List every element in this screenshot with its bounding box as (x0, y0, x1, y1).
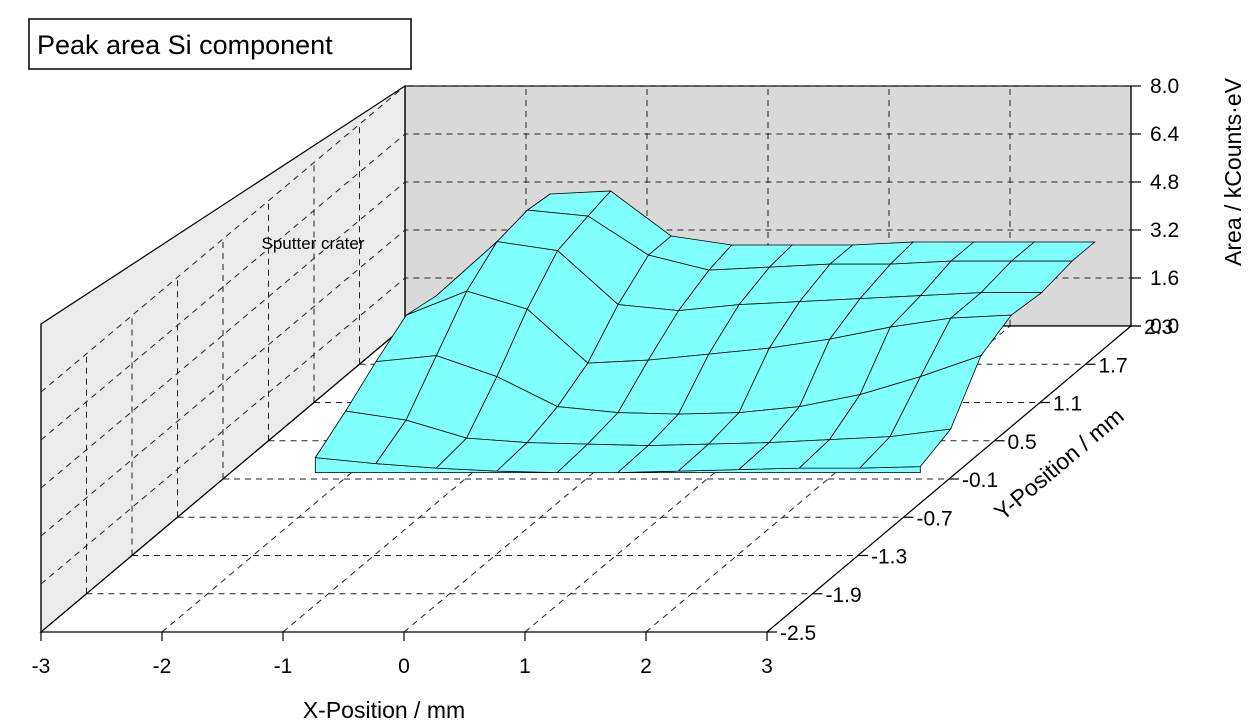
x-tick-label: 3 (761, 655, 773, 678)
y-tick-label: 1.1 (1053, 393, 1082, 416)
z-axis-title: Area / kCounts·eV (1220, 77, 1246, 266)
x-axis: -3 -2 -1 0 1 2 3 (32, 632, 773, 678)
z-tick-label: 1.6 (1150, 267, 1179, 290)
z-tick-label: 0.0 (1150, 315, 1179, 338)
z-tick-label: 6.4 (1150, 123, 1180, 146)
y-tick-label: 0.5 (1008, 431, 1037, 454)
z-tick-label: 8.0 (1150, 75, 1179, 98)
x-tick-label: -1 (274, 655, 293, 678)
x-axis-title: X-Position / mm (303, 697, 465, 723)
z-tick-label: 3.2 (1150, 219, 1179, 242)
y-tick-label: 2.3 (1144, 316, 1173, 339)
y-tick-label: 1.7 (1099, 354, 1128, 377)
x-tick-label: 0 (398, 655, 410, 678)
y-tick-label: -0.1 (962, 469, 998, 492)
z-tick-label: 4.8 (1150, 171, 1179, 194)
x-tick-label: -3 (32, 655, 51, 678)
annotation-label: Sputter crater (262, 234, 365, 253)
y-tick-label: -1.9 (826, 584, 862, 607)
y-tick-label: -1.3 (871, 546, 907, 569)
surface (314, 190, 1096, 474)
y-tick-label: -2.5 (780, 622, 816, 645)
chart-title: Peak area Si component (37, 30, 333, 60)
chart-title-box: Peak area Si component (28, 18, 412, 70)
z-axis: 0.0 1.6 3.2 4.8 6.4 8.0 (1131, 75, 1180, 338)
y-axis: -2.5 -1.9 -1.3 -0.7 -0.1 0.5 1.1 1.7 2.3 (767, 316, 1173, 645)
surface-facet (858, 428, 952, 469)
y-tick-label: -0.7 (917, 507, 953, 530)
x-tick-label: 1 (519, 655, 531, 678)
x-tick-label: -2 (153, 655, 172, 678)
x-tick-label: 2 (640, 655, 652, 678)
